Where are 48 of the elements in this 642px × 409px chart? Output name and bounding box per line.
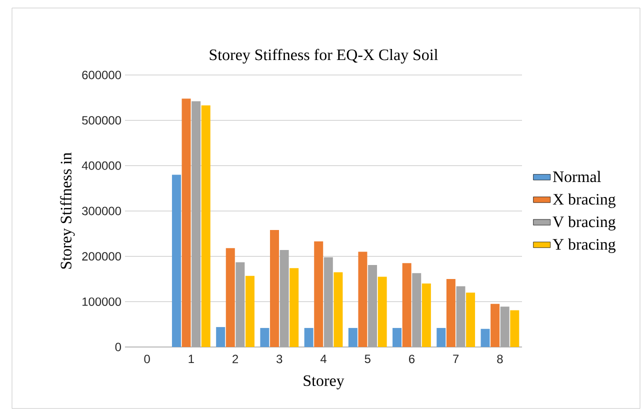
bar [392,328,402,347]
x-tick-label: 7 [453,354,459,363]
bar [216,327,226,347]
legend-label: Y bracing [552,238,616,254]
y-tick-label: 300000 [82,206,122,216]
legend-label: X bracing [552,193,616,208]
bar [466,292,476,347]
x-tick-label: 2 [232,354,238,364]
bar [348,328,358,347]
bar [358,252,368,347]
bar [500,306,510,347]
x-tick-label: 3 [276,354,282,364]
bar [172,174,181,347]
bar [490,304,500,347]
x-tick-label: 0 [144,354,150,364]
bar [422,284,431,347]
bar [304,328,314,347]
bar [510,310,520,347]
bar [260,328,270,347]
bar [226,248,235,347]
bar [378,276,387,347]
legend-label: V bracing [552,216,616,230]
y-tick-label: 600000 [82,70,122,80]
bar [402,263,412,347]
legend-label: Normal [552,170,601,182]
y-tick-label: 0 [115,342,122,352]
bar [480,328,490,347]
y-axis-title: Storey Stiffness in [60,152,75,269]
bar [436,328,446,347]
bar [270,230,279,347]
y-tick-label: 500000 [82,116,122,125]
x-tick-label: 1 [188,354,194,363]
bar [245,276,254,347]
x-tick-label: 8 [497,354,503,364]
x-tick-label: 5 [364,354,370,364]
bar [182,98,191,347]
x-axis-title: Storey [304,375,344,390]
bar [290,268,299,347]
bar [201,105,210,347]
bar [446,279,456,347]
y-tick-label: 200000 [82,252,122,261]
x-tick-label: 4 [320,354,326,363]
y-tick-label: 100000 [82,297,122,306]
chart-title: Storey Stiffness for EQ-X Clay Soil [210,48,438,64]
x-tick-label: 6 [409,354,415,364]
bar [314,241,324,347]
y-tick-label: 400000 [82,161,122,170]
bar [334,272,343,347]
